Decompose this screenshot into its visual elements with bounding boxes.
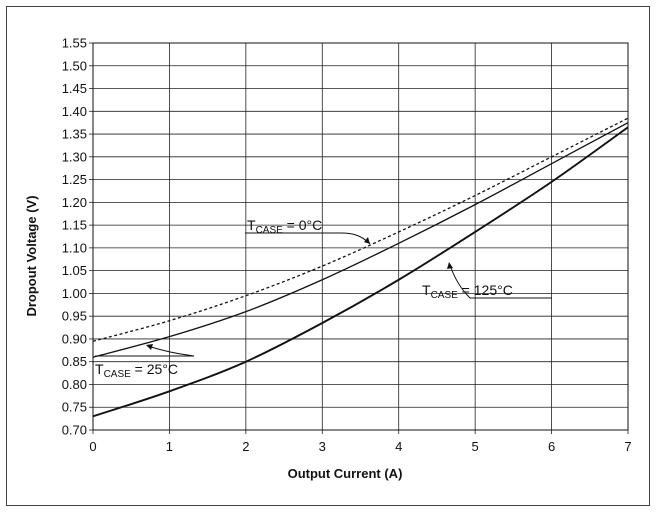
annotation-0c-sub: CASE (256, 225, 284, 236)
x-tick-label: 5 (472, 439, 479, 454)
annotation-125c-arrow (447, 262, 453, 269)
y-tick-label: 0.80 (62, 377, 87, 392)
tick-labels: 0.70 0.75 0.80 0.85 0.90 0.95 1.00 1.05 1.10 1.15… (62, 36, 632, 455)
y-tick-label: 1.45 (62, 81, 87, 96)
y-tick-label: 1.55 (62, 36, 87, 51)
annotation-25c-sub: CASE (104, 369, 132, 380)
annotation-125c-main: T (422, 282, 431, 298)
series-line-0 (92, 117, 629, 342)
annotation-125c: TCASE = 125°C (422, 282, 513, 301)
chart-frame (6, 6, 650, 506)
x-tick-label: 0 (89, 439, 96, 454)
y-tick-label: 1.15 (62, 218, 87, 233)
series-line-1 (92, 122, 629, 358)
annotation-25c-arrow (146, 344, 153, 350)
x-tick-label: 6 (548, 439, 555, 454)
y-tick-label: 1.25 (62, 172, 87, 187)
annotation-25c: TCASE = 25°C (95, 361, 178, 380)
annotation-25c-main: T (95, 361, 104, 377)
annotation-125c-sub: CASE (431, 290, 459, 301)
x-tick-label: 7 (624, 439, 631, 454)
x-axis-title: Output Current (A) (288, 466, 403, 481)
y-tick-label: 1.35 (62, 127, 87, 142)
annotation-0c-main: T (247, 217, 256, 233)
y-tick-label: 1.30 (62, 149, 87, 164)
y-tick-label: 1.05 (62, 263, 87, 278)
series-line-2 (92, 126, 629, 418)
y-tick-label: 0.85 (62, 354, 87, 369)
y-tick-label: 0.90 (62, 331, 87, 346)
annotation-125c-rest: = 125°C (458, 282, 513, 298)
y-tick-label: 1.00 (62, 286, 87, 301)
x-tick-label: 3 (319, 439, 326, 454)
grid (89, 42, 629, 434)
y-tick-label: 1.10 (62, 240, 87, 255)
annotation-0c-arrow (364, 237, 370, 244)
annotation-125c-leader (449, 264, 552, 299)
annotation-25c-leader (95, 345, 195, 357)
annotation-25c-rest: = 25°C (131, 361, 178, 377)
y-tick-label: 1.20 (62, 195, 87, 210)
x-tick-label: 2 (242, 439, 249, 454)
annotation-0c: TCASE = 0°C (247, 217, 322, 236)
y-tick-label: 0.95 (62, 309, 87, 324)
annotation-0c-rest: = 0°C (283, 217, 322, 233)
y-tick-label: 0.75 (62, 400, 87, 415)
y-tick-label: 1.40 (62, 104, 87, 119)
x-tick-label: 1 (166, 439, 173, 454)
y-axis-title: Dropout Voltage (V) (24, 195, 39, 316)
series-group (92, 117, 629, 418)
x-tick-label: 4 (395, 439, 402, 454)
plot-area (92, 42, 629, 431)
y-tick-label: 1.50 (62, 58, 87, 73)
y-tick-label: 0.70 (62, 423, 87, 438)
